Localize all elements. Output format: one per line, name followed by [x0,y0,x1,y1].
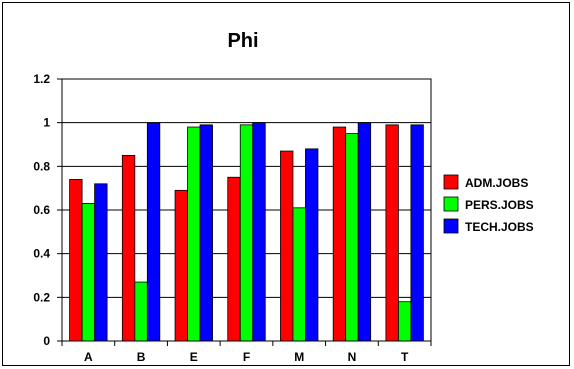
plot-area-border [61,78,432,342]
bar-adm-jobs-f [227,176,241,342]
x-tick-label: N [348,350,357,364]
y-tick-label: 0.8 [33,159,50,173]
x-tick-label: A [84,350,93,364]
bar-tech-jobs-b [146,122,161,342]
legend: ADM.JOBS PERS.JOBS TECH.JOBS [443,174,534,234]
axes [57,78,432,346]
legend-swatch [443,218,459,234]
bar-tech-jobs-e [199,124,213,342]
x-tick-label: B [137,350,146,364]
bar-tech-jobs-t [410,124,424,342]
bar-tech-jobs-a [94,183,108,342]
y-tick-label: 0.2 [33,290,50,304]
x-tick-label: T [401,350,409,364]
bar-adm-jobs-n [332,126,347,342]
y-tick-label: 0.4 [33,247,50,261]
bar-pers-jobs-a [81,203,96,342]
bar-adm-jobs-t [385,124,399,342]
x-tick-label: E [190,350,198,364]
bar-adm-jobs-a [69,179,83,342]
legend-swatch [443,174,459,190]
bar-adm-jobs-e [174,189,188,342]
bar-tech-jobs-f [252,122,266,342]
x-tick-label: F [243,350,250,364]
legend-label: TECH.JOBS [465,220,534,234]
legend-swatch [443,196,459,212]
legend-label: ADM.JOBS [465,176,528,190]
bar-chart: Phi 0 0.2 0.4 0.6 0.8 1 1.2 A B E F M N T ADM.JOBS PER… [33,30,534,364]
bar-pers-jobs-b [134,281,148,342]
bar-pers-jobs-f [239,124,254,342]
tick-labels: 0 0.2 0.4 0.6 0.8 1 1.2 A B E F M N T [33,72,409,364]
y-tick-label: 0.6 [33,203,50,217]
bars [69,122,424,342]
y-tick-label: 1 [43,116,50,130]
bar-pers-jobs-t [397,301,412,342]
bar-pers-jobs-m [292,207,306,342]
x-tick-label: M [294,350,304,364]
bar-pers-jobs-n [345,133,359,342]
chart-title: Phi [227,30,258,52]
bar-tech-jobs-n [357,122,372,342]
chart-frame: Phi 0 0.2 0.4 0.6 0.8 1 1.2 A B E F M N T ADM.JOBS PER… [2,2,570,366]
bar-tech-jobs-m [305,148,319,342]
y-tick-label: 1.2 [33,72,50,86]
bar-pers-jobs-e [187,126,201,342]
y-tick-label: 0 [43,334,50,348]
bar-adm-jobs-b [121,155,136,342]
bar-adm-jobs-m [280,150,294,342]
legend-label: PERS.JOBS [465,198,534,212]
